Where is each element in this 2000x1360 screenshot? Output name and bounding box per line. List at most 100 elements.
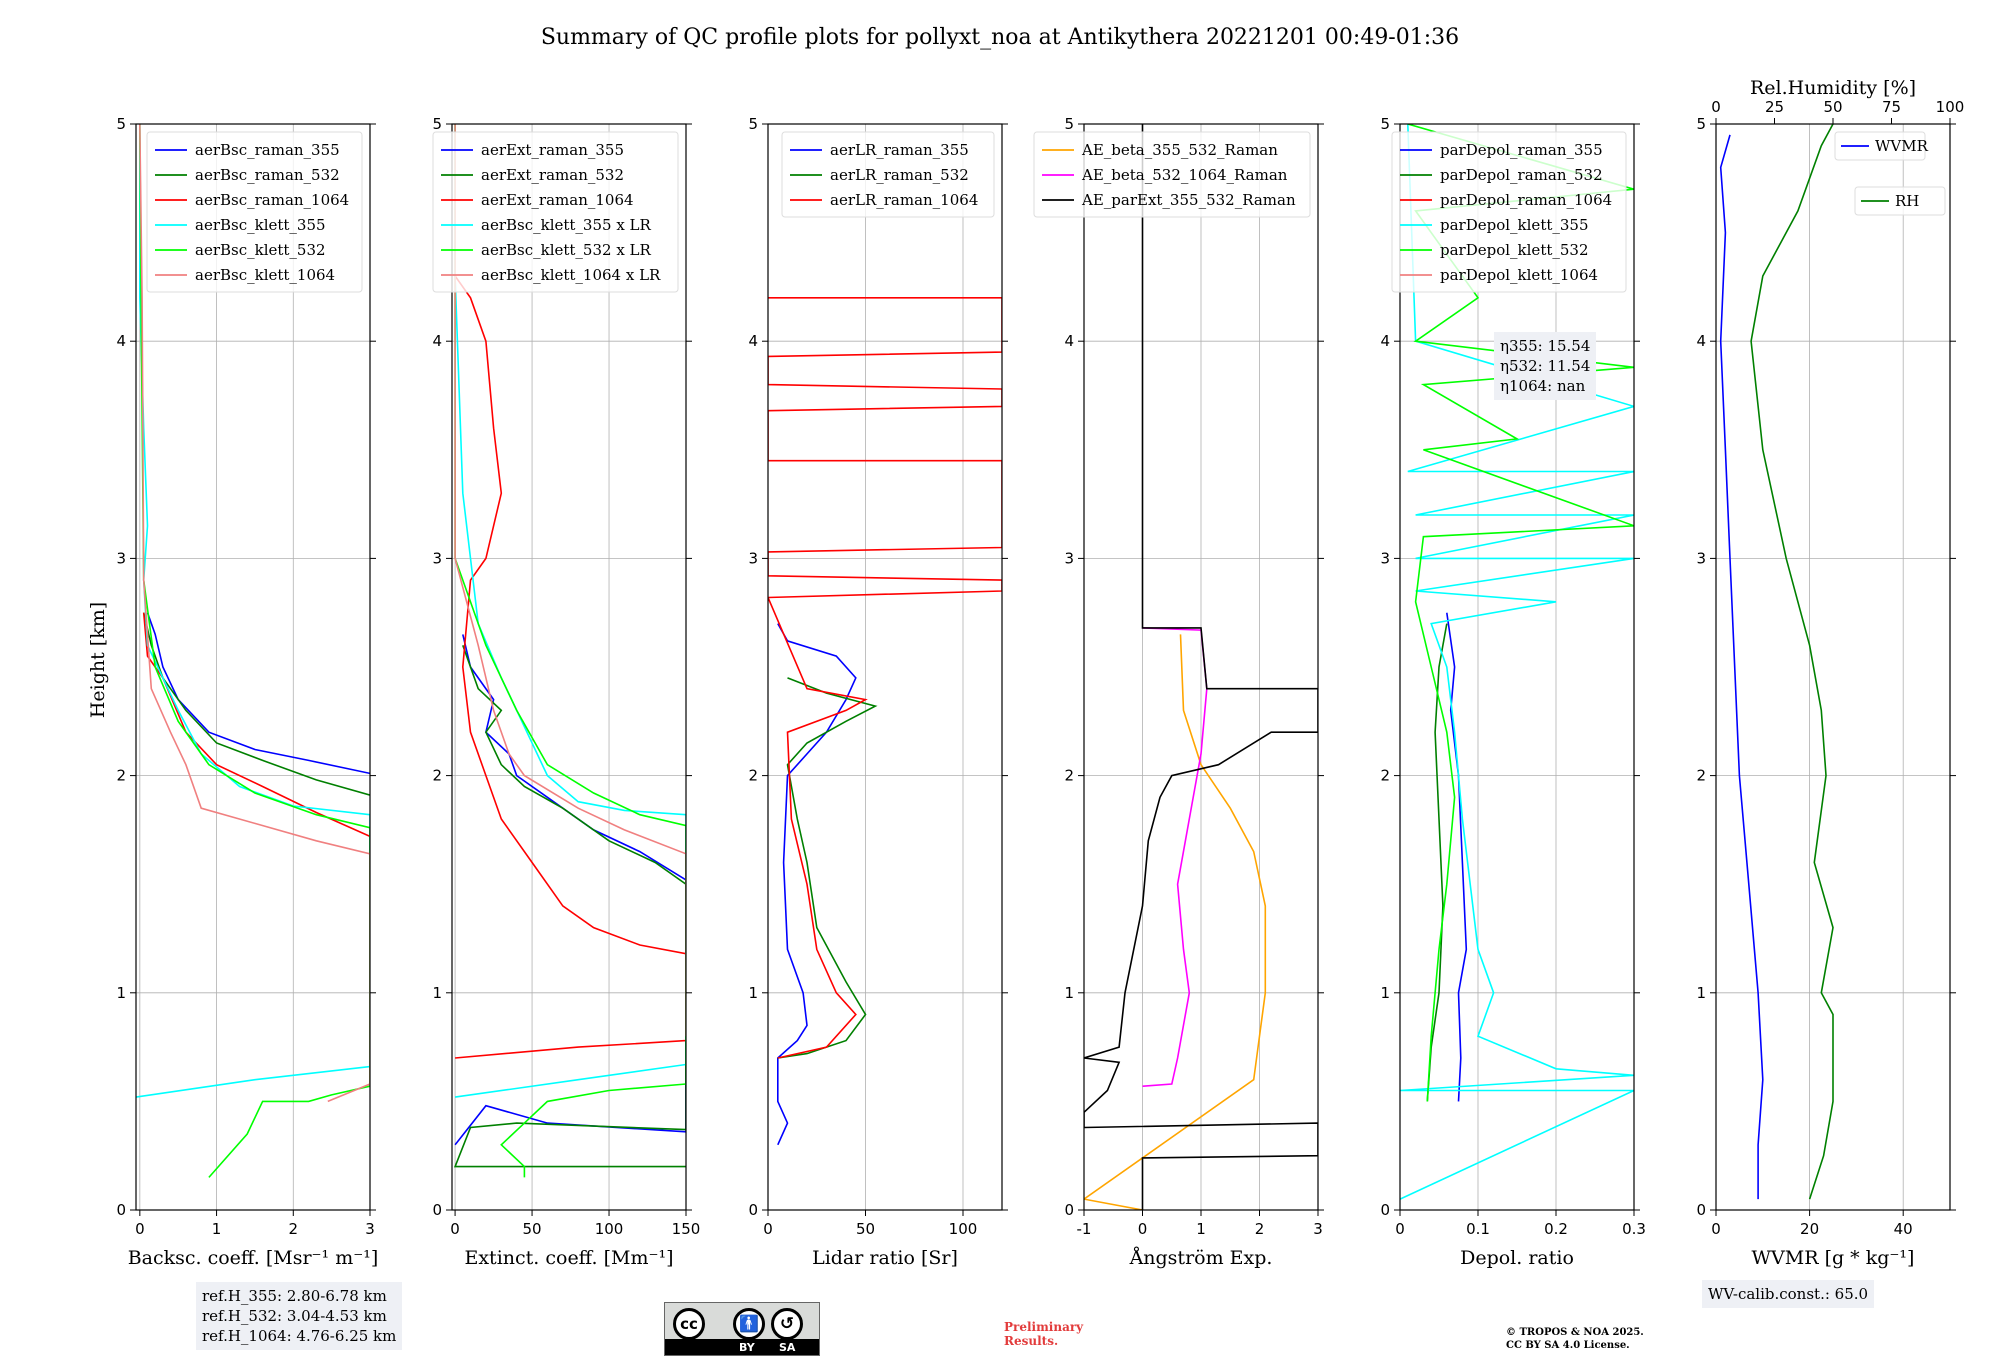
- y-tick-label: 4: [748, 332, 758, 350]
- legend-label: aerBsc_klett_532 x LR: [481, 241, 652, 259]
- x-tick-label: 1: [1196, 1220, 1206, 1238]
- legend: aerBsc_raman_355 aerBsc_raman_532 aerBsc_r…: [146, 131, 363, 293]
- legend-label: aerExt_raman_355: [481, 141, 624, 159]
- y-tick-label: 1: [116, 984, 126, 1002]
- legend-label: aerBsc_klett_1064 x LR: [481, 266, 661, 284]
- y-tick-label: 2: [1064, 767, 1074, 785]
- series-line-aerLR_raman_532: [777, 677, 878, 1059]
- series-line-aerLR_raman_355: [777, 623, 857, 1146]
- panel-5: 0 0.1 0.2 0.3 0 1 2 3 4 5 Depol. ratio parDepol_ram…: [1380, 115, 1645, 1269]
- eta-1064: η1064: nan: [1500, 377, 1586, 395]
- y-tick-label: 2: [116, 767, 126, 785]
- x-tick-label: 40: [1894, 1220, 1913, 1238]
- panels: 0 1 2 3 0 1 2 3 4 5 Backsc. coeff. [Msr⁻¹ m⁻¹] aerB…: [116, 77, 1964, 1269]
- x2-tick-label: 0: [1711, 98, 1721, 116]
- legend: WVMR RH: [1834, 131, 1946, 216]
- x-tick-label: 150: [672, 1220, 701, 1238]
- x-tick-label: 2: [1255, 1220, 1265, 1238]
- x-tick-label: 50: [523, 1220, 542, 1238]
- person-icon: 🚹: [733, 1308, 765, 1340]
- y-tick-label: 0: [748, 1201, 758, 1219]
- y-tick-label: 5: [1064, 115, 1074, 133]
- x-tick-label: 0.3: [1622, 1220, 1646, 1238]
- license-bar: [665, 1339, 819, 1355]
- x2-axis-label: Rel.Humidity [%]: [1750, 77, 1916, 99]
- y-tick-label: 3: [748, 549, 758, 567]
- x-tick-label: 100: [949, 1220, 978, 1238]
- legend-label: WVMR: [1875, 137, 1929, 155]
- x-tick-label: 2: [289, 1220, 299, 1238]
- y-tick-label: 0: [1696, 1201, 1706, 1219]
- y-tick-label: 4: [1064, 332, 1074, 350]
- y-tick-label: 3: [1380, 549, 1390, 567]
- y-tick-label: 4: [432, 332, 442, 350]
- x-axis-label: Backsc. coeff. [Msr⁻¹ m⁻¹]: [128, 1247, 379, 1269]
- y-axis-label: Height [km]: [87, 602, 109, 718]
- y-tick-label: 1: [1064, 984, 1074, 1002]
- legend-label: aerLR_raman_1064: [830, 191, 978, 209]
- x-tick-label: 3: [365, 1220, 375, 1238]
- legend-label: AE_parExt_355_532_Raman: [1081, 191, 1296, 209]
- legend-label: aerBsc_klett_355: [195, 216, 326, 234]
- legend-label: parDepol_klett_355: [1440, 216, 1589, 234]
- panel-3: 0 50 100 0 1 2 3 4 5 Lidar ratio [Sr] aerLR_raman_…: [748, 115, 1008, 1269]
- eta-532: η532: 11.54: [1500, 357, 1591, 375]
- ref-heights-box: ref.H_355: 2.80-6.78 km ref.H_532: 3.04-…: [196, 1282, 403, 1350]
- legend-label: aerBsc_klett_532: [195, 241, 326, 259]
- series-line-aerBsc_raman_355: [146, 612, 370, 775]
- legend: AE_beta_355_532_Raman AE_beta_532_1064_Ra…: [1033, 131, 1311, 218]
- cc-icon: cc: [673, 1308, 705, 1340]
- panel-1: 0 1 2 3 0 1 2 3 4 5 Backsc. coeff. [Msr⁻¹ m⁻¹] aerB…: [116, 115, 378, 1269]
- preliminary-line-1: Preliminary: [1004, 1320, 1084, 1334]
- legend-label: parDepol_raman_532: [1440, 166, 1603, 184]
- cc-icon-text: cc: [680, 1315, 698, 1333]
- y-tick-label: 3: [1064, 549, 1074, 567]
- legend-box: [1391, 131, 1627, 293]
- y-tick-label: 4: [116, 332, 126, 350]
- share-alike-icon: ↺: [771, 1308, 803, 1340]
- figure-title: Summary of QC profile plots for pollyxt_…: [541, 25, 1459, 50]
- series-line-parDepol_klett_532: [1407, 124, 1634, 1102]
- series-line-aerLR_raman_1064: [768, 297, 1002, 1059]
- legend: aerExt_raman_355 aerExt_raman_532 aerExt_r…: [432, 131, 679, 293]
- x-tick-label: 0: [450, 1220, 460, 1238]
- series-line-aerBsc_klett_532: [139, 124, 370, 1178]
- series-line-WVMR: [1719, 134, 1764, 1200]
- series-line-AE_beta_355_532_Raman: [1084, 634, 1267, 1210]
- ref-height-1064: ref.H_1064: 4.76-6.25 km: [202, 1327, 397, 1345]
- legend-label: parDepol_klett_1064: [1440, 266, 1598, 284]
- series-line-aerExt_raman_532: [453, 645, 686, 1168]
- x-tick-label: 0: [1395, 1220, 1405, 1238]
- x-tick-label: 1: [212, 1220, 222, 1238]
- x-tick-label: 3: [1313, 1220, 1323, 1238]
- x-tick-label: 0.2: [1544, 1220, 1568, 1238]
- legend-box: [781, 131, 995, 218]
- series-line-AE_beta_532_1064_Raman: [1142, 627, 1208, 1087]
- x2-tick-label: 100: [1936, 98, 1965, 116]
- series-line-aerBsc_raman_532: [142, 612, 370, 796]
- y-tick-label: 1: [1696, 984, 1706, 1002]
- y-tick-label: 0: [1064, 1201, 1074, 1219]
- legend: parDepol_raman_355 parDepol_raman_532 parD…: [1391, 131, 1627, 293]
- x-axis-label: Depol. ratio: [1460, 1247, 1574, 1269]
- legend-label: aerBsc_klett_1064: [195, 266, 335, 284]
- series-line-aerBsc_klett_355: [136, 124, 370, 1098]
- legend-label: aerBsc_klett_355 x LR: [481, 216, 652, 234]
- y-tick-label: 0: [432, 1201, 442, 1219]
- eta-355: η355: 15.54: [1500, 337, 1591, 355]
- series-line-aerBsc_klett_1064 x LR: [454, 124, 686, 1037]
- x-axis-label: Extinct. coeff. [Mm⁻¹]: [464, 1247, 673, 1269]
- y-tick-label: 1: [748, 984, 758, 1002]
- series-line-aerBsc_klett_532 x LR: [454, 124, 686, 1178]
- x-tick-label: 0: [763, 1220, 773, 1238]
- legend-label: parDepol_raman_1064: [1440, 191, 1612, 209]
- series-line-aerBsc_raman_1064: [142, 612, 370, 838]
- license-by: BY: [739, 1341, 755, 1354]
- x-axis-label: Ångström Exp.: [1129, 1247, 1273, 1269]
- y-tick-label: 3: [1696, 549, 1706, 567]
- y-tick-label: 5: [1696, 115, 1706, 133]
- axes-frame: [451, 123, 687, 1211]
- x-tick-label: 50: [856, 1220, 875, 1238]
- ref-height-355: ref.H_355: 2.80-6.78 km: [202, 1287, 387, 1305]
